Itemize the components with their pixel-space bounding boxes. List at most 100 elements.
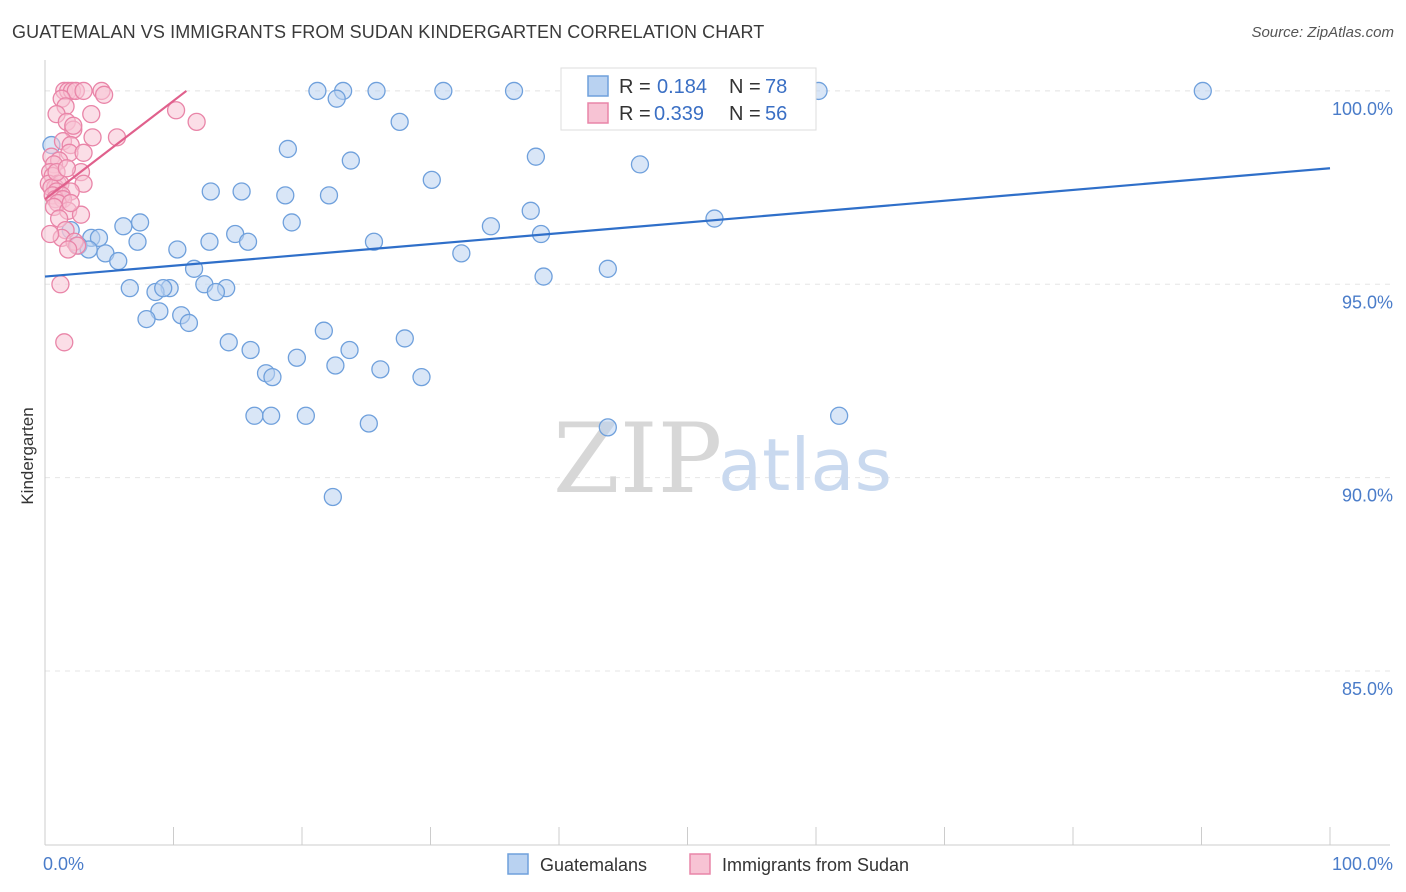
point-guatemalans-58 xyxy=(340,340,359,360)
x-tick-label-1: 100.0% xyxy=(1332,854,1393,874)
point-guatemalans-39 xyxy=(109,251,128,271)
point-guatemalans-8 xyxy=(327,89,346,108)
point-guatemalans-7 xyxy=(1193,81,1212,101)
point-guatemalans-14 xyxy=(422,170,441,190)
point-sudan-48 xyxy=(58,240,78,259)
bottom-legend-guatemalans: Guatemalans xyxy=(540,855,647,875)
trend-lines xyxy=(44,90,1331,278)
legend-n-value-2: 56 xyxy=(765,103,787,125)
point-guatemalans-57 xyxy=(241,340,260,360)
legend-r-value-1: 0.184 xyxy=(657,76,707,98)
point-guatemalans-59 xyxy=(287,348,307,367)
point-guatemalans-64 xyxy=(412,367,431,387)
point-guatemalans-42 xyxy=(534,267,553,286)
point-guatemalans-25 xyxy=(481,217,501,236)
point-guatemalans-70 xyxy=(598,418,617,437)
point-sudan-51 xyxy=(55,333,74,352)
point-sudan-42 xyxy=(71,205,91,224)
point-guatemalans-49 xyxy=(206,282,226,302)
point-guatemalans-13 xyxy=(630,155,650,174)
point-guatemalans-66 xyxy=(262,406,281,425)
y-tick-label-1: 90.0% xyxy=(1342,486,1393,506)
bottom-legend-sudan: Immigrants from Sudan xyxy=(722,855,909,875)
y-axis-label: Kindergarten xyxy=(18,407,37,504)
legend-r-label-1: R = xyxy=(619,76,651,98)
point-guatemalans-22 xyxy=(130,213,150,232)
point-guatemalans-19 xyxy=(521,201,540,220)
point-guatemalans-61 xyxy=(371,360,390,379)
point-guatemalans-12 xyxy=(341,151,360,170)
y-tick-label-0: 85.0% xyxy=(1342,679,1393,699)
point-guatemalans-52 xyxy=(137,309,156,329)
stats-legend: R = 0.184 N = 78 R = 0.339 N = 56 xyxy=(560,67,817,131)
point-guatemalans-10 xyxy=(278,139,298,159)
watermark-atlas: atlas xyxy=(718,423,892,507)
legend-r-value-2: 0.339 xyxy=(654,103,704,125)
point-guatemalans-0 xyxy=(308,81,327,101)
legend-r-label-2: R = xyxy=(619,103,651,125)
point-sudan-4 xyxy=(74,81,93,101)
point-guatemalans-36 xyxy=(168,240,187,259)
point-sudan-21 xyxy=(74,143,93,162)
point-guatemalans-41 xyxy=(598,259,617,278)
point-guatemalans-11 xyxy=(526,147,546,166)
point-guatemalans-23 xyxy=(114,217,133,236)
point-sudan-10 xyxy=(82,104,101,124)
point-sudan-6 xyxy=(94,85,114,104)
y-tick-labels: 85.0% 90.0% 95.0% 100.0% xyxy=(1332,99,1393,699)
source-label: Source: ZipAtlas.com xyxy=(1251,24,1394,41)
point-guatemalans-65 xyxy=(245,406,264,425)
bottom-legend-swatch-guatemalans xyxy=(507,853,529,875)
point-guatemalans-30 xyxy=(200,232,219,251)
chart-title: GUATEMALAN VS IMMIGRANTS FROM SUDAN KIND… xyxy=(12,22,765,42)
series-legend: Guatemalans Immigrants from Sudan xyxy=(507,853,909,875)
point-guatemalans-71 xyxy=(323,487,342,507)
y-tick-label-3: 100.0% xyxy=(1332,99,1393,119)
x-tick-label-0: 0.0% xyxy=(43,854,84,874)
point-guatemalans-68 xyxy=(829,406,849,425)
legend-n-label-2: N = xyxy=(729,103,761,125)
point-guatemalans-63 xyxy=(263,367,282,387)
point-guatemalans-21 xyxy=(282,213,301,232)
point-sudan-50 xyxy=(51,275,70,294)
point-guatemalans-60 xyxy=(326,356,345,375)
point-guatemalans-53 xyxy=(179,313,199,333)
point-guatemalans-9 xyxy=(390,112,409,132)
point-sudan-12 xyxy=(187,112,206,132)
point-sudan-49 xyxy=(40,224,60,244)
point-guatemalans-69 xyxy=(359,414,378,433)
point-guatemalans-29 xyxy=(89,228,109,248)
point-guatemalans-32 xyxy=(238,232,258,251)
legend-swatch-sudan xyxy=(587,102,609,124)
point-guatemalans-31 xyxy=(364,232,384,251)
point-guatemalans-55 xyxy=(395,329,414,348)
x-tick-labels: 0.0% 100.0% xyxy=(43,854,1393,874)
watermark-zip: ZIP xyxy=(553,403,722,515)
bottom-legend-swatch-sudan xyxy=(689,853,711,875)
point-guatemalans-48 xyxy=(154,279,173,298)
point-guatemalans-38 xyxy=(452,244,471,263)
legend-swatch-guatemalans xyxy=(587,75,609,97)
point-guatemalans-56 xyxy=(219,333,238,352)
trend-line-guatemalans xyxy=(44,167,1331,278)
point-sudan-15 xyxy=(83,128,102,147)
point-sudan-11 xyxy=(166,101,186,120)
y-tick-label-2: 95.0% xyxy=(1342,292,1393,312)
point-sudan-52 xyxy=(61,193,80,213)
point-guatemalans-18 xyxy=(319,186,339,205)
point-guatemalans-4 xyxy=(504,81,524,101)
point-guatemalans-54 xyxy=(314,321,333,340)
point-guatemalans-15 xyxy=(201,182,220,201)
legend-n-label-1: N = xyxy=(729,76,761,98)
legend-n-value-1: 78 xyxy=(765,76,787,98)
point-guatemalans-16 xyxy=(232,182,251,201)
point-guatemalans-33 xyxy=(128,232,147,251)
point-guatemalans-44 xyxy=(120,279,139,298)
point-sudan-54 xyxy=(57,159,76,178)
point-guatemalans-17 xyxy=(276,186,295,205)
point-guatemalans-67 xyxy=(296,406,316,425)
data-points xyxy=(39,81,1212,507)
point-guatemalans-2 xyxy=(367,81,386,101)
point-guatemalans-3 xyxy=(434,81,453,101)
